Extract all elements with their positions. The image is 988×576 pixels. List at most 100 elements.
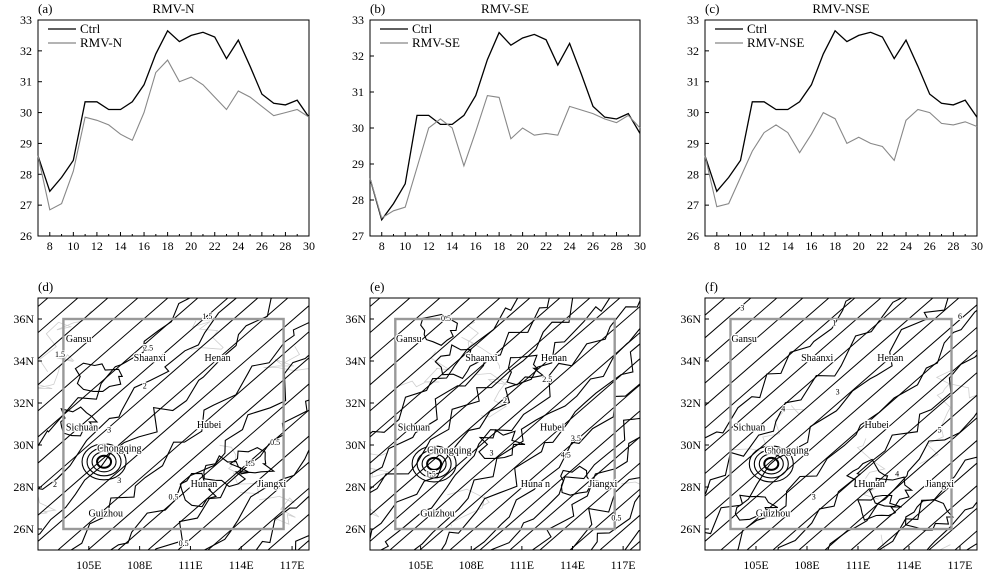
hatch-line <box>705 298 726 316</box>
legend-entry: Ctrl <box>80 21 101 36</box>
contour-ring <box>81 443 127 481</box>
hatch-line <box>370 298 531 438</box>
contour-label: 2 <box>503 396 507 405</box>
hatch-line <box>0 298 18 550</box>
x-tick-label: 10 <box>734 239 746 253</box>
contour-line <box>440 343 640 550</box>
hatch-line <box>449 384 640 550</box>
contour-label: 2.5 <box>542 375 552 384</box>
place-label: Guizhou <box>89 508 123 519</box>
hatch-line <box>38 298 109 360</box>
place-label: Chongqing <box>427 445 471 456</box>
y-tick-label: 27 <box>20 198 32 212</box>
region-box <box>394 317 616 531</box>
contour-label: 5 <box>938 425 942 434</box>
x-tick-label: 14 <box>782 239 794 253</box>
hatch-line <box>850 439 977 550</box>
series-line-ctrl <box>369 31 641 222</box>
place-label: Sichuan <box>733 422 765 433</box>
contour-line <box>203 448 309 550</box>
place-label: Jiangxi <box>925 479 954 490</box>
province-outline <box>461 321 500 369</box>
contour-label: 4 <box>895 470 899 479</box>
contour-line <box>471 383 640 550</box>
y-tick-label: 34N <box>345 354 366 368</box>
contour-line <box>379 299 640 550</box>
x-tick-label: 18 <box>829 239 841 253</box>
series-line-ctrl <box>37 29 310 193</box>
province-outline <box>38 488 57 515</box>
hatch-line <box>705 304 977 542</box>
contour-label: 1.5 <box>202 312 212 321</box>
legend-entry: Ctrl <box>747 21 768 36</box>
contour-loop <box>845 458 889 488</box>
contour-ring <box>416 449 452 479</box>
x-tick-label: 28 <box>611 239 623 253</box>
hatch-line <box>38 298 259 490</box>
x-tick-label: 10 <box>399 239 411 253</box>
place-label: Chongqing <box>97 443 141 454</box>
place-label: Gansu <box>396 334 422 345</box>
contour-line <box>109 354 309 550</box>
hatch-line <box>370 298 561 464</box>
hatch-line <box>876 462 977 550</box>
contour-ring <box>748 445 794 483</box>
contour-label: 0.5 <box>611 514 621 523</box>
series-line-rmv-n <box>37 59 310 211</box>
contour-label: 3 <box>740 304 744 313</box>
y-tick-label: 31 <box>20 75 32 89</box>
x-tick-label: 20 <box>185 239 197 253</box>
place-label: Jiangxi <box>588 479 617 490</box>
x-tick-label: 26 <box>587 239 599 253</box>
x-tick-label: 8 <box>47 239 53 253</box>
map-content: Gansu Shaanxi Henan Sichuan Hubei Chongqing Hu… <box>705 298 977 550</box>
contour-label: 1.5 <box>55 350 65 359</box>
x-tick-label: 22 <box>540 239 552 253</box>
hatch-line <box>177 435 309 550</box>
contour-ring <box>763 456 780 471</box>
y-tick-label: 26N <box>680 522 701 536</box>
hatch-line <box>705 298 882 452</box>
contour-label: 1.5 <box>245 459 255 468</box>
hatch-line <box>798 394 977 550</box>
hatch-line <box>509 436 640 550</box>
province-outline <box>919 381 951 465</box>
place-label: Hunan <box>191 479 218 490</box>
place-label: Gansu <box>66 334 92 345</box>
chart-title: RMV-NSE <box>812 1 869 16</box>
y-tick-label: 36N <box>680 312 701 326</box>
x-tick-label: 30 <box>303 239 315 253</box>
panel-label: (e) <box>370 279 384 294</box>
hatch-line <box>389 331 640 550</box>
contour-loop <box>229 446 276 475</box>
map-panel-1: Gansu Shaanxi Henan Sichuan Hubei Chongqing Hu… <box>345 279 641 572</box>
hatch-line <box>38 298 169 412</box>
place-label: Guizhou <box>756 508 790 519</box>
x-tick-label: 117E <box>611 558 636 572</box>
legend-entry: RMV-SE <box>412 35 460 50</box>
map-frame <box>37 297 310 551</box>
x-tick-label: 30 <box>971 239 983 253</box>
place-label: Hunan <box>858 479 885 490</box>
province-outline <box>190 320 224 350</box>
x-tick-label: 111E <box>846 558 870 572</box>
contour-label: 4 <box>781 404 785 413</box>
y-tick-label: 27 <box>687 198 699 212</box>
contour-line <box>370 298 519 435</box>
contour-line <box>38 298 274 536</box>
x-tick-label: 111E <box>510 558 534 572</box>
series-line-rmv-se <box>369 94 641 219</box>
contour-line <box>705 298 903 495</box>
legend-entry: Ctrl <box>412 21 433 36</box>
province-outline <box>370 452 391 478</box>
y-tick-label: 32N <box>13 396 34 410</box>
hatch-line <box>478 298 768 550</box>
contour-line <box>705 298 853 439</box>
hatch-line <box>448 298 738 550</box>
legend-entry: RMV-N <box>80 35 123 50</box>
x-tick-label: 108E <box>127 558 152 572</box>
contour-line <box>370 298 550 475</box>
hatch-line <box>705 298 830 407</box>
x-tick-label: 105E <box>76 558 101 572</box>
x-tick-label: 28 <box>279 239 291 253</box>
